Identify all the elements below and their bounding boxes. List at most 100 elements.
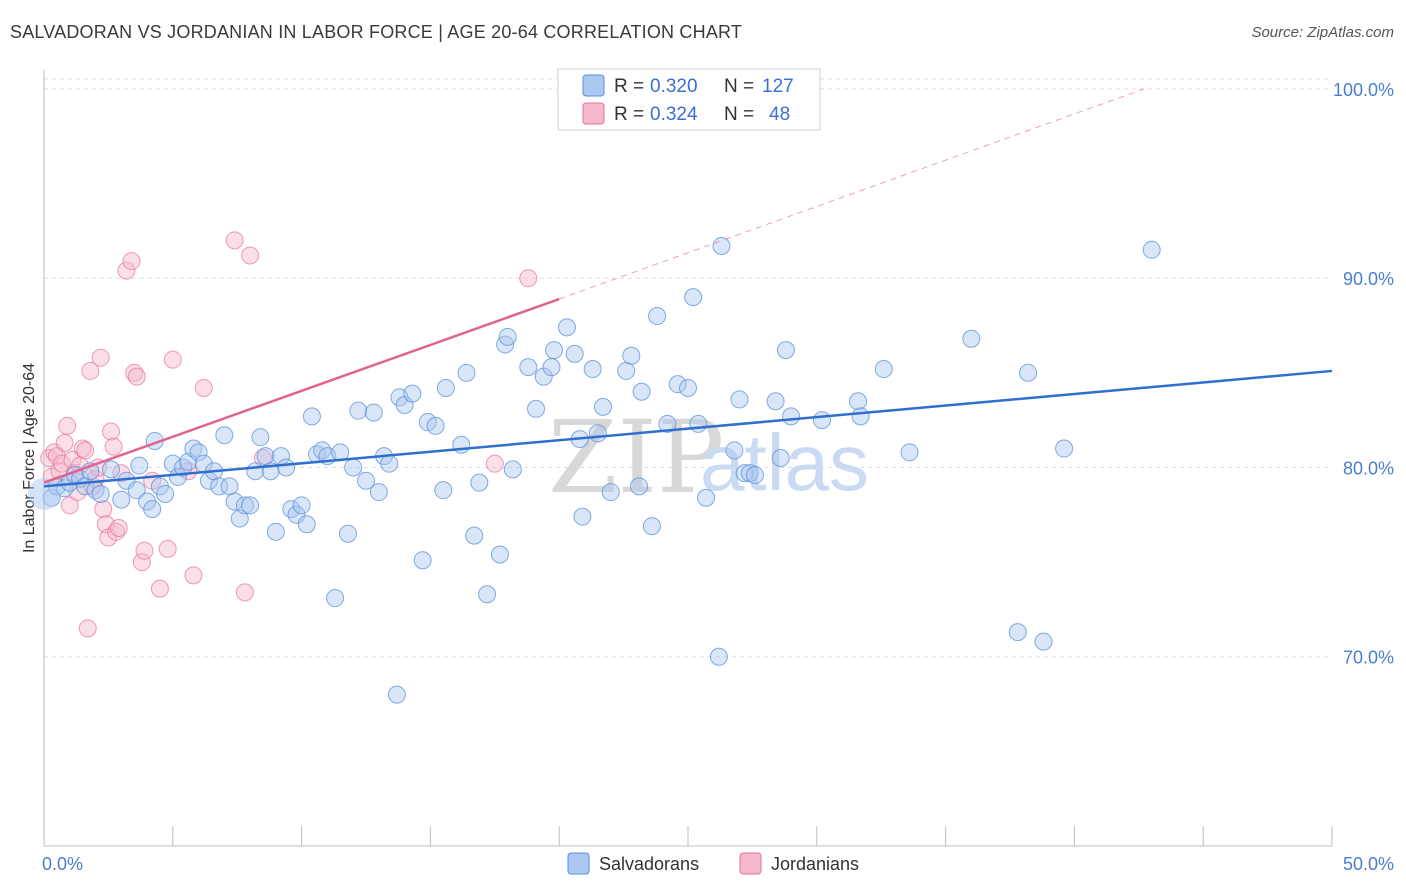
watermark-atlas: atlas	[700, 418, 869, 507]
salvadoran-point	[143, 500, 162, 519]
salvadoran-point	[189, 443, 208, 462]
watermark: ZIP atlas	[548, 399, 869, 516]
salvadoran-point	[519, 358, 538, 377]
legend-r-label-1: R =	[614, 76, 644, 97]
salvadoran-point	[617, 361, 636, 380]
salvadoran-point	[630, 477, 649, 496]
salvadoran-point	[326, 589, 345, 608]
salvadoran-point	[545, 341, 564, 360]
salvadoran-point	[534, 367, 553, 386]
salvadoran-point	[782, 407, 801, 426]
salvadoran-point	[565, 344, 584, 363]
salvadoran-point	[457, 363, 476, 382]
bottom-legend-swatch-salvadorans	[567, 852, 590, 875]
legend-n-value-2: 48	[769, 104, 790, 125]
bottom-legend-jordanians: Jordanians	[771, 854, 859, 874]
y-tick-label: 100.0%	[1333, 80, 1394, 100]
salvadoran-point	[241, 496, 260, 515]
legend-r-value-1: 0.320	[650, 76, 698, 97]
x-tick-label-max: 50.0%	[1343, 854, 1394, 874]
salvadoran-point	[364, 403, 383, 422]
watermark-zip: ZIP	[548, 399, 724, 516]
salvadoran-point	[478, 585, 497, 604]
salvadoran-point	[1055, 439, 1074, 458]
salvadoran-point	[712, 237, 731, 256]
jordanian-point	[241, 246, 260, 265]
salvadoran-point	[369, 483, 388, 502]
legend-n-label-2: N =	[724, 104, 754, 125]
salvadoran-point	[225, 492, 244, 511]
salvadoran-point	[851, 407, 870, 426]
salvadoran-point	[490, 545, 509, 564]
jordanian-point	[135, 541, 154, 560]
jordanian-point	[53, 454, 72, 473]
salvadoran-point	[130, 456, 149, 475]
salvadoran-point	[403, 384, 422, 403]
bottom-legend-salvadorans: Salvadorans	[599, 854, 699, 874]
legend-n-value-1: 127	[762, 76, 794, 97]
salvadoran-point	[593, 397, 612, 416]
salvadoran-cluster-point	[28, 477, 60, 510]
x-ticks	[43, 826, 1333, 846]
salvadoran-point	[156, 484, 175, 503]
jordanian-point	[158, 539, 177, 558]
jordanian-point	[78, 619, 97, 638]
salvadoran-point	[127, 481, 146, 500]
salvadoran-point	[344, 458, 363, 477]
y-tick-label: 70.0%	[1343, 648, 1394, 668]
salvadoran-point	[812, 411, 831, 430]
salvadoran-point	[297, 515, 316, 534]
salvadoran-point	[849, 392, 868, 411]
salvadoran-points	[28, 237, 1161, 704]
salvadoran-point	[413, 551, 432, 570]
y-tick-label: 90.0%	[1343, 269, 1394, 289]
salvadoran-point	[1008, 623, 1027, 642]
salvadoran-point	[282, 500, 301, 519]
salvadoran-point	[668, 375, 687, 394]
legend-r-value-2: 0.324	[650, 104, 698, 125]
jordanian-point	[519, 269, 538, 288]
y-axis-label: In Labor Force | Age 20-64	[21, 363, 38, 553]
salvadoran-point	[725, 441, 744, 460]
salvadoran-point	[588, 424, 607, 443]
salvadoran-point	[874, 360, 893, 379]
x-tick-label-min: 0.0%	[42, 854, 83, 874]
salvadoran-trend-line	[43, 369, 1333, 488]
salvadoran-point	[266, 522, 285, 541]
salvadoran-point	[246, 462, 265, 481]
salvadoran-point	[434, 481, 453, 500]
salvadoran-point	[313, 441, 332, 460]
salvadoran-point	[292, 496, 311, 515]
salvadoran-point	[287, 505, 306, 524]
jordanian-point	[150, 579, 169, 598]
salvadoran-point	[230, 509, 249, 528]
jordanian-point	[194, 378, 213, 397]
salvadoran-point	[101, 460, 120, 479]
jordanian-point	[91, 348, 110, 367]
bottom-legend-swatch-jordanians	[739, 852, 762, 875]
salvadoran-point	[498, 327, 517, 346]
salvadoran-point	[338, 524, 357, 543]
salvadoran-point	[632, 382, 651, 401]
salvadoran-point	[583, 360, 602, 379]
salvadoran-point	[174, 458, 193, 477]
chart-title: SALVADORAN VS JORDANIAN IN LABOR FORCE |…	[10, 22, 743, 42]
salvadoran-point	[302, 407, 321, 426]
salvadoran-point	[601, 483, 620, 502]
salvadoran-point	[380, 454, 399, 473]
jordanian-point	[163, 350, 182, 369]
salvadoran-point	[256, 447, 275, 466]
salvadoran-point	[542, 358, 561, 377]
salvadoran-point	[91, 484, 110, 503]
jordanian-point	[73, 439, 92, 458]
salvadoran-point	[642, 517, 661, 536]
gridlines	[44, 78, 1332, 658]
jordanian-point	[55, 433, 74, 452]
bottom-legend: Salvadorans Jordanians	[567, 852, 859, 875]
legend: R = 0.320 N = 127 R = 0.324 N = 48	[557, 68, 821, 131]
salvadoran-point	[684, 288, 703, 307]
jordanian-point	[122, 252, 141, 271]
salvadoran-point	[1019, 363, 1038, 382]
salvadoran-point	[709, 647, 728, 666]
salvadoran-point	[465, 526, 484, 545]
